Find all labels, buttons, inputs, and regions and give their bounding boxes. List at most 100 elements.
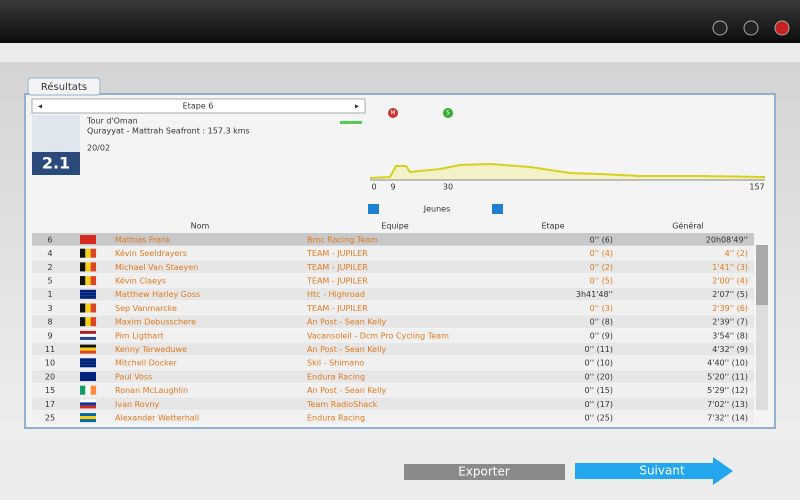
row-bg [32, 260, 754, 274]
tab[interactable] [27, 77, 101, 96]
flag [80, 262, 86, 272]
stage-selector[interactable] [31, 98, 366, 114]
general-time: 5'20'' (11) [707, 372, 748, 381]
row-bg [32, 383, 754, 397]
next-label: Suivant [639, 464, 685, 478]
header-name: Nom [191, 222, 210, 231]
flag [80, 347, 96, 351]
stage-time: 0'' (2) [590, 263, 613, 272]
flag [80, 303, 86, 313]
flag [80, 235, 96, 238]
next-button[interactable] [575, 457, 733, 485]
next-arrow[interactable]: ▸ [355, 102, 359, 111]
rider-name: Michael Van Staeyen [115, 263, 198, 272]
general-time: 7'32'' (14) [707, 413, 748, 422]
row-bg [32, 370, 754, 383]
race-name: Tour d'Oman [86, 117, 138, 126]
flag [85, 317, 91, 327]
classification-next[interactable] [492, 204, 503, 214]
team: Vacansoleil - Dcm Pro Cycling Team [307, 331, 449, 340]
stage-time: 0'' (6) [590, 235, 613, 244]
home-button[interactable] [712, 20, 728, 36]
row-bg [32, 233, 754, 246]
export-label: Exporter [458, 465, 510, 479]
stage-time: 0'' (4) [590, 249, 613, 258]
row-bg [32, 328, 754, 342]
flag [80, 413, 96, 417]
flag [90, 248, 97, 258]
bib: 25 [45, 413, 55, 422]
rider-name: Mathias Frank [115, 235, 171, 244]
sprint-marker-label: S [446, 110, 450, 117]
flag [80, 361, 96, 365]
general-time: 5'29'' (12) [707, 386, 748, 395]
flag [80, 333, 96, 337]
flag [90, 303, 97, 313]
general-time: 2'07'' (5) [712, 290, 748, 299]
team: Endura Racing [307, 372, 365, 381]
bib: 1 [47, 290, 52, 299]
rider-name: Ronan McLaughlin [115, 386, 188, 395]
general-time: 3'54'' (8) [712, 331, 748, 340]
flag [80, 344, 96, 348]
flag [90, 262, 97, 272]
classification-label: Jeunes [423, 205, 451, 214]
rider-name: Kévin Seeldrayers [115, 248, 187, 258]
flag [80, 372, 96, 375]
mountain-marker-label: M [390, 110, 395, 117]
team: Team RadioShack [306, 400, 378, 409]
general-time: 20h08'49'' [706, 235, 748, 244]
general-time: 2'00'' (4) [712, 276, 748, 285]
general-time: 2'39'' (7) [712, 318, 748, 327]
team: Endura Racing [307, 413, 365, 422]
team: TEAM - JUPILER [306, 249, 368, 258]
rider-name: Sep Vanmarcke [115, 304, 177, 313]
flag [80, 399, 96, 403]
team: An Post - Sean Kelly [307, 386, 387, 395]
rider-name: Kévin Claeys [115, 275, 166, 285]
classification-prev[interactable] [368, 204, 379, 214]
general-time: 2'39'' (6) [712, 304, 748, 313]
row-bg [32, 315, 754, 328]
row-bg [32, 411, 754, 424]
km-label: 0 [371, 183, 376, 192]
km-label: 30 [443, 183, 453, 192]
bib: 4 [47, 249, 52, 258]
stage-time: 0'' (20) [585, 372, 613, 381]
row-bg [32, 274, 754, 287]
profile-line [369, 162, 766, 179]
export-button[interactable] [404, 464, 565, 480]
stage-time: 0'' (17) [585, 400, 613, 409]
close-button[interactable] [774, 20, 790, 36]
flag [90, 276, 97, 286]
rider-name: Paul Voss [115, 372, 152, 381]
flag [85, 262, 91, 272]
scroll-thumb[interactable] [756, 245, 768, 305]
progress [340, 121, 362, 124]
race-route: Qurayyat - Mattrah Seafront : 157.3 kms [87, 127, 250, 136]
settings-button[interactable] [743, 20, 759, 36]
flag [80, 419, 96, 423]
row-bg [32, 301, 754, 315]
flag [80, 358, 96, 362]
bib: 11 [45, 345, 55, 354]
bib: 9 [47, 331, 52, 340]
rider-name: Mitchell Docker [115, 359, 177, 368]
flag [80, 350, 96, 354]
prev-arrow[interactable]: ◂ [38, 102, 42, 111]
flag [80, 295, 96, 299]
bib: 20 [45, 372, 55, 381]
flag [80, 405, 96, 409]
stage-time: 0'' (5) [590, 276, 613, 285]
rider-name: Pim Ligthart [115, 331, 164, 340]
stage-time: 3h41'48'' [576, 290, 613, 299]
team: TEAM - JUPILER [306, 304, 368, 313]
flag [80, 330, 96, 334]
flag [80, 385, 86, 395]
stage-time: 0'' (10) [585, 359, 613, 368]
rider-name: Ivan Rovny [115, 400, 160, 409]
bib: 17 [45, 400, 55, 409]
bib: 10 [45, 359, 55, 368]
flag [80, 292, 96, 296]
row-bg [32, 246, 754, 260]
